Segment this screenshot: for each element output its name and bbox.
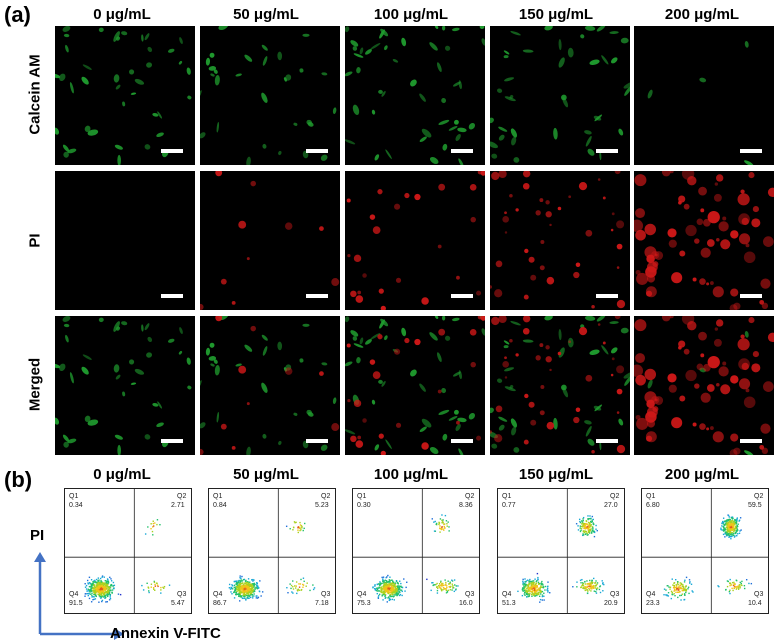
quadrant-q3: Q3 — [610, 591, 620, 598]
quadrant-q4: Q4 — [357, 591, 367, 598]
row-label-pi: PI — [26, 233, 44, 248]
quadrant-v4: 75.3 — [357, 600, 371, 607]
quadrant-q1: Q1 — [502, 493, 512, 500]
quadrant-q3: Q3 — [465, 591, 475, 598]
scale-bar — [740, 149, 762, 153]
micrograph-tile-r2-c4 — [634, 316, 774, 455]
col-head-b-0: 0 μg/mL — [93, 466, 151, 483]
quadrant-v4: 51.3 — [502, 600, 516, 607]
micrograph-tile-r2-c0 — [55, 316, 195, 455]
scale-bar — [596, 294, 618, 298]
quadrant-q3: Q3 — [754, 591, 764, 598]
col-head-b-1: 50 μg/mL — [233, 466, 299, 483]
quadrant-q3: Q3 — [321, 591, 331, 598]
scale-bar — [306, 294, 328, 298]
flow-plot-0: Q1 0.34 Q2 2.71 Q3 5.47 Q4 91.5 — [64, 488, 192, 614]
flow-plot-1: Q1 0.84 Q2 5.23 Q3 7.18 Q4 86.7 — [208, 488, 336, 614]
axis-arrows — [34, 552, 124, 640]
x-axis-label: Annexin V-FITC — [110, 625, 221, 642]
panel-b-label: (b) — [4, 467, 33, 492]
micrograph-tile-r0-c4 — [634, 26, 774, 165]
quadrant-v1: 6.80 — [646, 502, 660, 509]
quadrant-v4: 86.7 — [213, 600, 227, 607]
quadrant-v2: 5.23 — [315, 502, 329, 509]
micrograph-tile-r0-c2 — [345, 26, 485, 165]
scale-bar — [306, 149, 328, 153]
scale-bar — [306, 439, 328, 443]
col-head-b-4: 200 μg/mL — [664, 466, 740, 483]
row-label-calcein: Calcein AM — [26, 54, 44, 135]
quadrant-q1: Q1 — [357, 493, 367, 500]
scale-bar — [740, 294, 762, 298]
micrograph-tile-r0-c0 — [55, 26, 195, 165]
quadrant-v4: 91.5 — [69, 600, 83, 607]
quadrant-v3: 10.4 — [748, 600, 762, 607]
scale-bar — [451, 294, 473, 298]
quadrant-q1: Q1 — [646, 493, 656, 500]
micrograph-tile-r1-c2 — [345, 171, 485, 310]
micrograph-tile-r2-c2 — [345, 316, 485, 455]
micrograph-tile-r1-c4 — [634, 171, 774, 310]
quadrant-q1: Q1 — [213, 493, 223, 500]
quadrant-v2: 8.36 — [459, 502, 473, 509]
y-axis-label: PI — [30, 527, 45, 544]
micrograph-tile-r2-c1 — [200, 316, 340, 455]
quadrant-v3: 16.0 — [459, 600, 473, 607]
quadrant-q4: Q4 — [69, 591, 79, 598]
quadrant-q3: Q3 — [177, 591, 187, 598]
quadrant-v3: 20.9 — [604, 600, 618, 607]
quadrant-v3: 7.18 — [315, 600, 329, 607]
scale-bar — [451, 439, 473, 443]
scale-bar — [596, 439, 618, 443]
row-label-merged: Merged — [26, 357, 44, 412]
quadrant-q2: Q2 — [177, 493, 187, 500]
scale-bar — [161, 439, 183, 443]
micrograph-tile-r0-c1 — [200, 26, 340, 165]
flow-plot-2: Q1 0.30 Q2 8.36 Q3 16.0 Q4 75.3 — [352, 488, 480, 614]
col-head-a-3: 150 μg/mL — [518, 6, 594, 23]
panel-a-label: (a) — [4, 2, 31, 27]
micrograph-tile-r1-c1 — [200, 171, 340, 310]
micrograph-tile-r0-c3 — [490, 26, 630, 165]
quadrant-q2: Q2 — [754, 493, 764, 500]
quadrant-v1: 0.77 — [502, 502, 516, 509]
col-head-b-2: 100 μg/mL — [373, 466, 449, 483]
quadrant-q2: Q2 — [465, 493, 475, 500]
micrograph-tile-r1-c3 — [490, 171, 630, 310]
flow-plot-3: Q1 0.77 Q2 27.0 Q3 20.9 Q4 51.3 — [497, 488, 625, 614]
scale-bar — [161, 294, 183, 298]
quadrant-v1: 0.34 — [69, 502, 83, 509]
quadrant-v1: 0.84 — [213, 502, 227, 509]
quadrant-q4: Q4 — [502, 591, 512, 598]
quadrant-q2: Q2 — [610, 493, 620, 500]
quadrant-q1: Q1 — [69, 493, 79, 500]
quadrant-v2: 2.71 — [171, 502, 185, 509]
quadrant-q4: Q4 — [646, 591, 656, 598]
scale-bar — [161, 149, 183, 153]
col-head-a-0: 0 μg/mL — [93, 6, 151, 23]
col-head-a-2: 100 μg/mL — [373, 6, 449, 23]
micrograph-tile-r1-c0 — [55, 171, 195, 310]
scale-bar — [596, 149, 618, 153]
quadrant-v4: 23.3 — [646, 600, 660, 607]
quadrant-q4: Q4 — [213, 591, 223, 598]
scale-bar — [740, 439, 762, 443]
quadrant-v2: 27.0 — [604, 502, 618, 509]
quadrant-q2: Q2 — [321, 493, 331, 500]
col-head-b-3: 150 μg/mL — [518, 466, 594, 483]
col-head-a-1: 50 μg/mL — [233, 6, 299, 23]
quadrant-v1: 0.30 — [357, 502, 371, 509]
col-head-a-4: 200 μg/mL — [664, 6, 740, 23]
scale-bar — [451, 149, 473, 153]
quadrant-v2: 59.5 — [748, 502, 762, 509]
quadrant-v3: 5.47 — [171, 600, 185, 607]
flow-plot-4: Q1 6.80 Q2 59.5 Q3 10.4 Q4 23.3 — [641, 488, 769, 614]
micrograph-tile-r2-c3 — [490, 316, 630, 455]
